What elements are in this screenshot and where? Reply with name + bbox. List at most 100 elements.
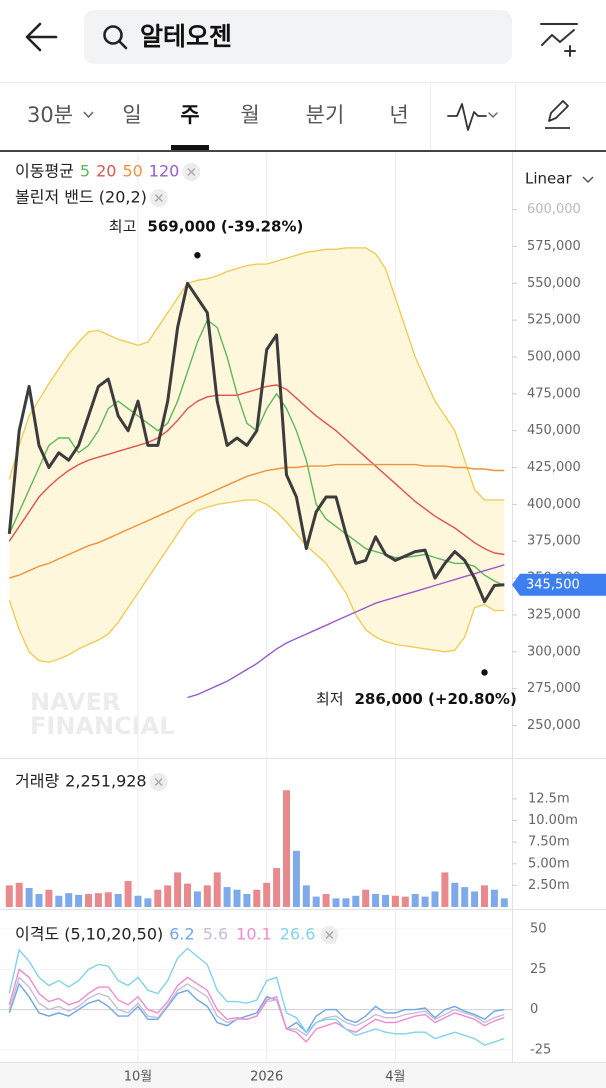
volume-bar bbox=[35, 894, 43, 907]
legend-entry: 50 bbox=[122, 162, 142, 181]
volume-bar bbox=[85, 894, 92, 907]
volume-bar bbox=[223, 887, 231, 907]
volume-bar bbox=[292, 850, 300, 907]
last-price-tag bbox=[512, 573, 606, 596]
volume-bar bbox=[411, 894, 419, 907]
band-label: 볼린저 밴드 (20,2) bbox=[15, 188, 147, 207]
remove-button[interactable] bbox=[149, 773, 168, 791]
volume-bar bbox=[243, 894, 251, 907]
search-text: 알테오젠 bbox=[140, 22, 232, 51]
compare-button[interactable] bbox=[540, 23, 578, 57]
back-button[interactable] bbox=[25, 22, 58, 52]
volume-bar bbox=[302, 885, 310, 907]
disparity-plot bbox=[0, 928, 512, 1051]
volume-bar bbox=[75, 894, 83, 907]
high-label: 최고 bbox=[109, 218, 137, 236]
volume-bar bbox=[283, 790, 290, 907]
y-tick-label: 10.00m bbox=[528, 813, 578, 828]
volume-bar bbox=[174, 872, 182, 907]
band-fill bbox=[9, 247, 505, 663]
legend-entry: 120 bbox=[149, 162, 180, 181]
watermark: NAVER bbox=[30, 688, 120, 716]
volume-bar bbox=[372, 894, 380, 907]
volume-bar bbox=[263, 882, 271, 907]
tab[interactable]: 30분 bbox=[27, 103, 73, 127]
y-tick-label: 475,000 bbox=[527, 386, 581, 401]
volume-current: 2,251,928 bbox=[65, 772, 146, 791]
x-tick-label: 2026 bbox=[250, 1070, 283, 1085]
y-tick-label: 525,000 bbox=[527, 313, 581, 328]
indicator-button[interactable] bbox=[447, 103, 498, 131]
remove-icon bbox=[187, 167, 196, 177]
disparity-line bbox=[8, 947, 505, 1046]
y-tick-label: 300,000 bbox=[527, 644, 581, 659]
draw-button[interactable] bbox=[545, 100, 570, 129]
volume-bar bbox=[184, 883, 191, 907]
volume-bar bbox=[342, 898, 350, 907]
tab[interactable]: 월 bbox=[240, 103, 259, 127]
search-icon bbox=[103, 25, 128, 50]
price-plot bbox=[7, 247, 505, 699]
x-tick-label: 4월 bbox=[385, 1070, 405, 1085]
volume-bar bbox=[401, 896, 409, 907]
remove-button[interactable] bbox=[320, 926, 339, 944]
tab[interactable]: 주 bbox=[180, 103, 199, 127]
tab[interactable]: 일 bbox=[122, 103, 141, 127]
volume-bar bbox=[451, 882, 459, 907]
legend-entry: 26.6 bbox=[280, 925, 316, 944]
volume-bar bbox=[144, 898, 152, 907]
volume-bar bbox=[134, 895, 142, 907]
remove-icon bbox=[325, 930, 334, 940]
y-tick-label: 2.50m bbox=[528, 878, 570, 893]
disparity-line bbox=[8, 982, 505, 1034]
y-tick-label: 425,000 bbox=[527, 460, 581, 475]
legend-entry: 6.2 bbox=[169, 925, 194, 944]
price-line bbox=[7, 281, 505, 604]
volume-bar bbox=[500, 898, 508, 907]
y-tick-label: 450,000 bbox=[527, 423, 581, 438]
volume-bar bbox=[481, 885, 488, 907]
disparity-title: 이격도 (5,10,20,50) bbox=[15, 925, 163, 944]
remove-icon bbox=[154, 193, 163, 203]
volume-bar bbox=[421, 896, 429, 907]
volume-bar bbox=[391, 895, 399, 907]
y-tick-label: 500,000 bbox=[527, 349, 581, 364]
remove-icon bbox=[154, 777, 163, 787]
tab[interactable]: 년 bbox=[389, 103, 408, 127]
volume-bar bbox=[253, 889, 261, 907]
y-tick-label: 600,000 bbox=[527, 202, 581, 217]
volume-bar bbox=[233, 889, 241, 907]
moving-average bbox=[9, 463, 505, 579]
volume-bar bbox=[203, 885, 211, 907]
volume-bar bbox=[94, 893, 102, 907]
volume-bar bbox=[352, 895, 360, 907]
y-tick-label: 550,000 bbox=[527, 276, 581, 291]
tab[interactable]: 분기 bbox=[306, 103, 345, 127]
volume-bar bbox=[65, 893, 73, 907]
low-label: 최저 bbox=[316, 690, 344, 708]
tab-chevron bbox=[83, 111, 94, 119]
volume-bar bbox=[114, 894, 122, 907]
y-tick-label: 0 bbox=[530, 1002, 538, 1017]
volume-bar bbox=[55, 895, 63, 907]
scale-mode[interactable]: Linear bbox=[525, 170, 572, 188]
volume-bar bbox=[461, 887, 469, 907]
volume-bar bbox=[104, 892, 112, 907]
search-box[interactable] bbox=[84, 10, 512, 64]
volume-bar bbox=[471, 891, 479, 907]
y-tick-label: 25 bbox=[530, 962, 547, 977]
y-tick-label: 575,000 bbox=[527, 239, 581, 254]
high-value: 569,000 (-39.28%) bbox=[147, 218, 303, 236]
volume-bar bbox=[312, 896, 320, 907]
volume-bar bbox=[441, 872, 449, 907]
volume-bar bbox=[362, 889, 370, 907]
volume-bar bbox=[193, 891, 201, 907]
volume-bar bbox=[490, 889, 498, 907]
remove-button[interactable] bbox=[149, 189, 168, 207]
y-tick-label: 7.50m bbox=[528, 835, 570, 850]
remove-button[interactable] bbox=[182, 163, 201, 181]
y-tick-label: 50 bbox=[530, 922, 547, 937]
volume-bar bbox=[154, 889, 162, 907]
moving-average bbox=[187, 564, 505, 699]
